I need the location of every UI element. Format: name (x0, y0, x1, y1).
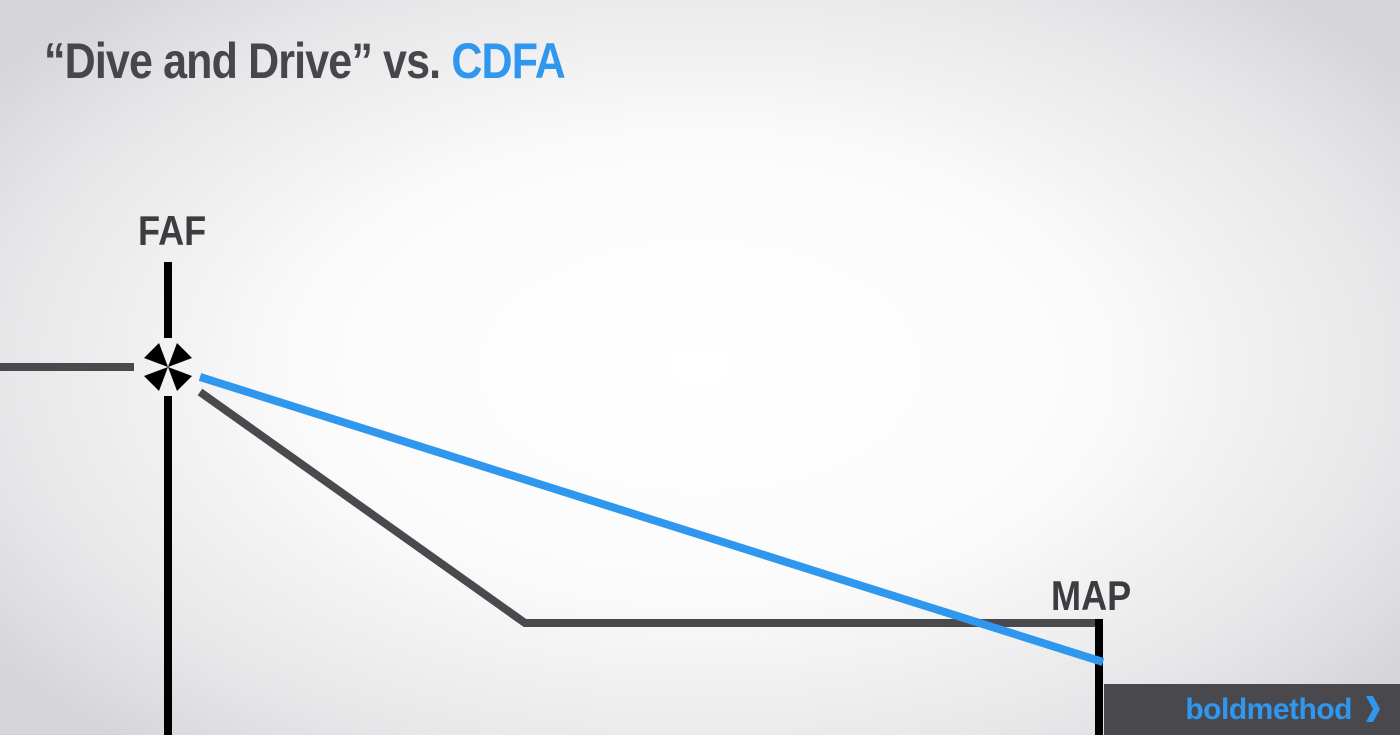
dive-and-drive-path (197, 388, 1097, 627)
brand-bar: boldmethod (1104, 684, 1400, 735)
brand-logo: boldmethod (1185, 693, 1352, 726)
faf-fix-cross-icon (144, 343, 192, 391)
map-label: MAP (1051, 572, 1132, 619)
title-main: “Dive and Drive” vs. (44, 33, 441, 89)
page-title: “Dive and Drive” vs. CDFA (44, 33, 566, 89)
faf-label: FAF (138, 207, 207, 254)
chevron-right-icon (1366, 696, 1380, 722)
title-accent: CDFA (451, 33, 565, 89)
cdfa-path (198, 373, 1105, 666)
